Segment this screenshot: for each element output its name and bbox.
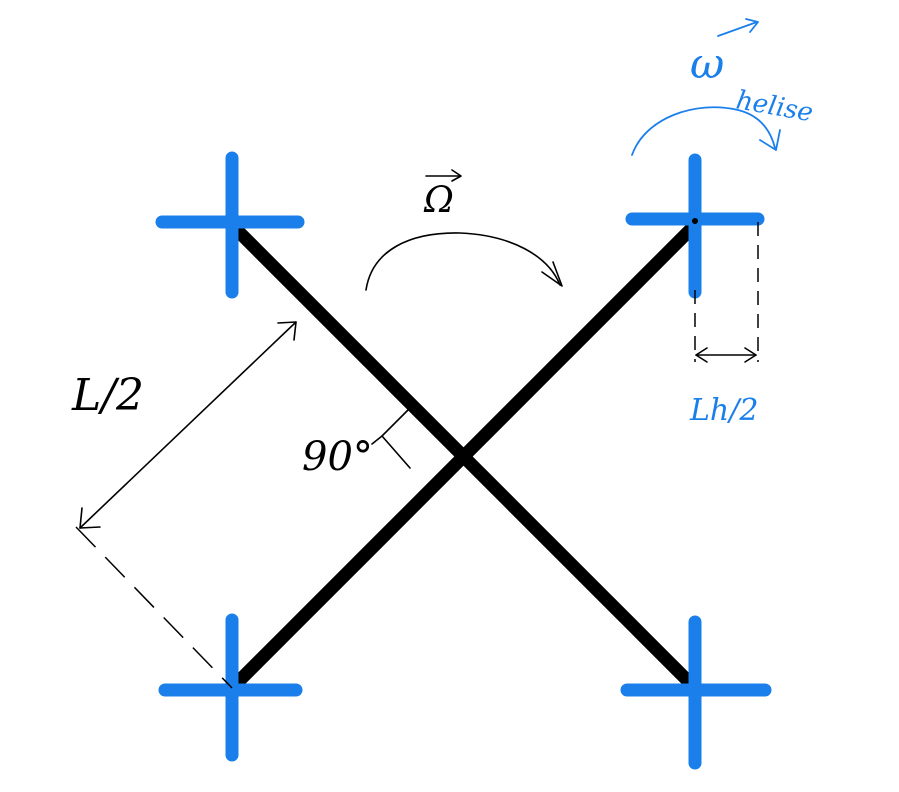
arm-length-label: L/2 [71, 370, 144, 421]
angle-label: 90° [302, 434, 373, 480]
propeller-length-dimension [694, 222, 759, 363]
propeller-length-label: Lh/2 [689, 393, 758, 428]
arm-length-dimension [75, 321, 297, 689]
frame-arm-left-bottom-to-right-top [227, 220, 700, 693]
propeller-top-right [625, 153, 765, 299]
propeller-rotation-arrow [631, 106, 781, 156]
propeller-top-left [155, 151, 305, 299]
rotation-arrow-omega [365, 232, 563, 291]
omega-helise-label: ω [690, 39, 724, 88]
right-angle-marker [371, 409, 411, 469]
omega-label: Ω [423, 180, 454, 221]
omega-helise-vector-arrow [717, 18, 759, 37]
omega-helise-subscript: helise [734, 85, 816, 128]
omega-vector-arrow [425, 169, 462, 182]
propeller-bottom-right [620, 615, 772, 770]
